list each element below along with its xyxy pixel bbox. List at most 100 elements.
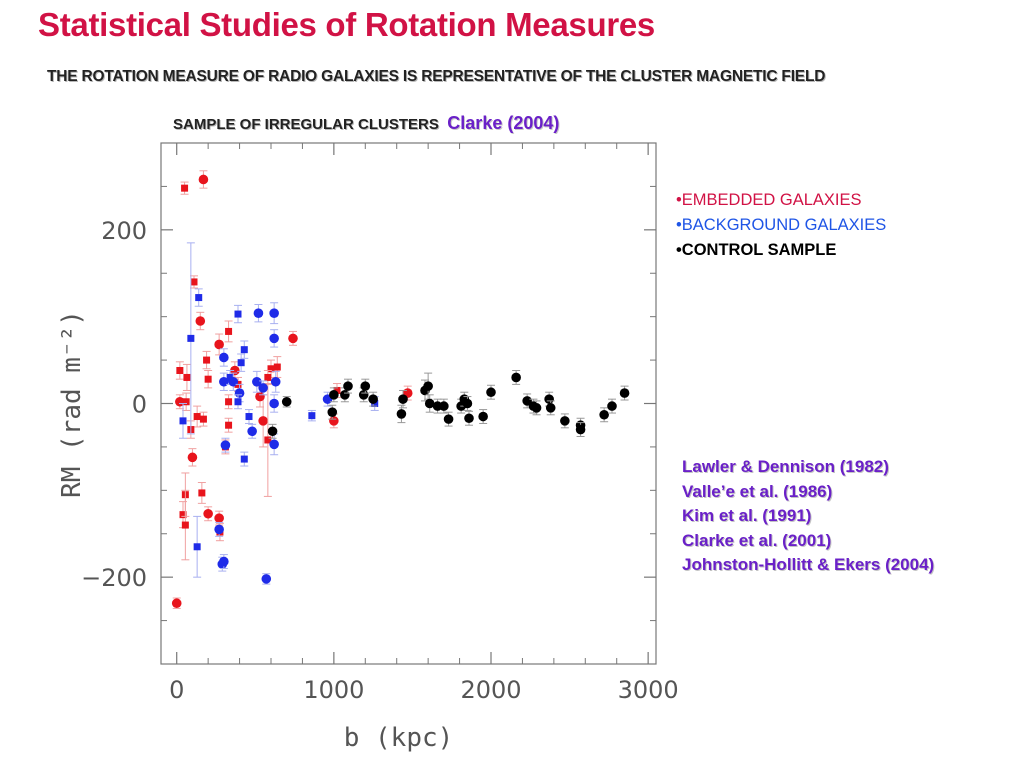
- data-point: [511, 372, 521, 383]
- data-point: [234, 310, 242, 318]
- data-point: [329, 390, 339, 400]
- data-point: [176, 367, 184, 375]
- data-point: [225, 327, 233, 335]
- data-point: [343, 381, 353, 391]
- data-point: [478, 411, 488, 422]
- data-point: [269, 398, 279, 409]
- data-point: [253, 308, 264, 318]
- data-point: [464, 413, 474, 424]
- data-point: [270, 376, 281, 387]
- slide-title: Statistical Studies of Rotation Measures: [38, 6, 655, 43]
- data-point: [237, 359, 245, 367]
- data-point: [281, 396, 292, 407]
- legend-item-background: •BACKGROUND GALAXIES: [676, 213, 886, 238]
- data-point: [181, 521, 189, 529]
- data-point: [273, 363, 281, 371]
- data-point: [575, 424, 586, 435]
- data-point: [187, 452, 198, 463]
- legend-label-background: BACKGROUND GALAXIES: [681, 216, 887, 234]
- sample-reference: Clarke (2004): [447, 113, 560, 133]
- data-point: [333, 386, 341, 394]
- x-tick-label: 1000: [303, 676, 364, 704]
- data-point: [424, 398, 435, 409]
- data-point: [195, 316, 206, 326]
- data-point: [267, 426, 278, 437]
- legend-bullet: •: [676, 241, 682, 259]
- data-point: [258, 416, 268, 426]
- data-point: [214, 524, 224, 535]
- data-point: [193, 413, 201, 421]
- data-point: [240, 455, 248, 463]
- y-axis-title: RM (rad m⁻²): [57, 310, 87, 498]
- data-point: [199, 415, 207, 423]
- data-point: [340, 390, 350, 400]
- data-point: [269, 439, 279, 450]
- data-point: [234, 388, 245, 398]
- data-point: [329, 416, 339, 426]
- legend-item-control: •CONTROL SAMPLE: [676, 238, 886, 263]
- data-point: [198, 174, 209, 185]
- y-tick-label: 200: [101, 217, 147, 245]
- y-tick-label: −200: [81, 564, 147, 592]
- data-point: [423, 381, 433, 391]
- data-point: [560, 416, 570, 426]
- data-point: [179, 511, 187, 519]
- data-point: [258, 383, 268, 393]
- data-point: [182, 398, 190, 406]
- data-point: [171, 598, 182, 609]
- data-point: [443, 414, 454, 424]
- data-point: [439, 401, 449, 411]
- data-point: [183, 373, 191, 381]
- legend-item-embedded: •EMBEDDED GALAXIES: [676, 188, 886, 213]
- reference-item: Valle’e et al. (1986): [682, 481, 833, 501]
- data-point: [245, 413, 253, 421]
- data-point: [204, 375, 212, 383]
- data-point: [187, 334, 195, 342]
- data-point: [264, 436, 272, 444]
- x-tick-label: 2000: [460, 676, 521, 704]
- data-point: [531, 403, 542, 413]
- data-point: [267, 365, 275, 373]
- data-point: [599, 409, 609, 420]
- data-point: [255, 391, 265, 402]
- data-point: [264, 373, 272, 381]
- references-list: Lawler & Dennison (1982) Valle’e et al. …: [682, 455, 934, 578]
- legend-bullet: •: [676, 191, 682, 209]
- data-point: [175, 396, 185, 407]
- data-point: [269, 308, 279, 318]
- legend-label-embedded: EMBEDDED GALAXIES: [681, 191, 862, 209]
- legend: •EMBEDDED GALAXIES •BACKGROUND GALAXIES …: [676, 188, 886, 263]
- data-point: [545, 403, 556, 413]
- data-point: [544, 394, 554, 404]
- data-point: [220, 440, 231, 450]
- data-point: [619, 388, 630, 398]
- data-point: [226, 373, 234, 381]
- data-point: [181, 184, 189, 192]
- data-point: [203, 356, 211, 364]
- data-point: [269, 333, 279, 344]
- sample-label: SAMPLE OF IRREGULAR CLUSTERS: [173, 116, 439, 133]
- data-point: [219, 556, 229, 567]
- data-point: [396, 409, 407, 419]
- data-point: [225, 421, 233, 429]
- x-tick-label: 3000: [618, 676, 679, 704]
- data-point: [225, 398, 233, 406]
- reference-item: Clarke et al. (2001): [682, 530, 832, 550]
- x-axis-title: b (kpc): [344, 723, 454, 753]
- y-tick-label: 0: [132, 391, 147, 419]
- data-point: [486, 387, 496, 398]
- reference-item: Lawler & Dennison (1982): [682, 457, 889, 476]
- data-point: [219, 352, 229, 363]
- x-tick-label: 0: [169, 676, 184, 704]
- data-point: [462, 398, 473, 409]
- data-point: [308, 412, 316, 420]
- data-point: [398, 394, 408, 404]
- data-point: [234, 398, 242, 406]
- data-point: [198, 489, 206, 497]
- data-point: [214, 339, 224, 350]
- data-point: [607, 401, 617, 411]
- data-point: [203, 508, 213, 519]
- data-point: [327, 407, 338, 417]
- data-point: [261, 574, 272, 584]
- data-point: [195, 294, 203, 302]
